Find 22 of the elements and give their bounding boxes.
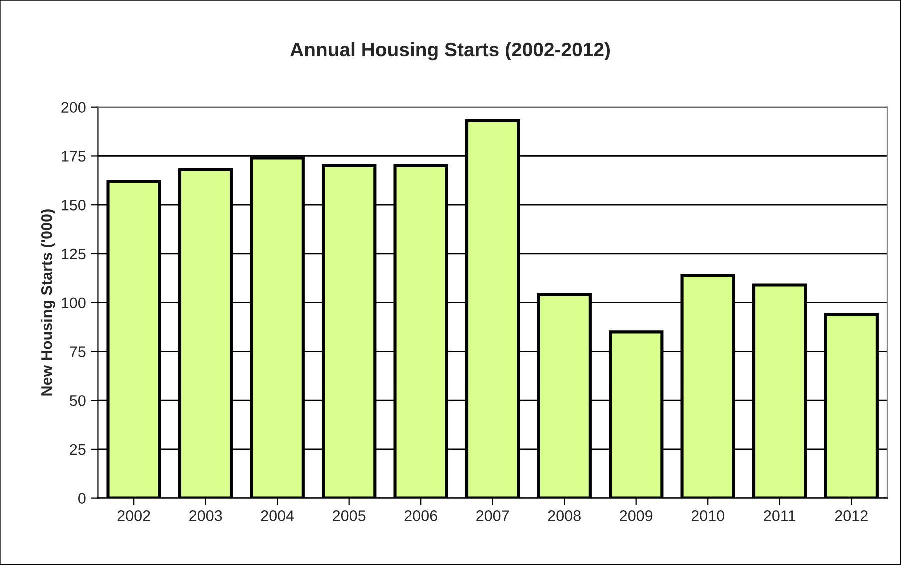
- x-tick-label: 2009: [620, 510, 653, 522]
- y-tick-label: 75: [70, 346, 86, 358]
- y-tick-label: 150: [62, 200, 86, 211]
- y-tick-label: 100: [62, 298, 86, 309]
- x-tick-label: 2002: [118, 510, 150, 522]
- y-axis-title: New Housing Starts ('000): [41, 210, 56, 396]
- y-tick-label: 25: [70, 444, 86, 456]
- y-tick-label: 200: [62, 102, 86, 114]
- x-tick-label: 2005: [333, 510, 366, 522]
- x-tick-label: 2004: [261, 510, 294, 522]
- y-tick-label: 125: [62, 248, 86, 260]
- x-tick-label: 2007: [476, 510, 510, 522]
- chart-title: Annual Housing Starts (2002-2012): [290, 42, 610, 61]
- x-tick-label: 2011: [764, 510, 796, 522]
- x-tick-label: 2006: [404, 510, 438, 522]
- y-tick-label: 50: [70, 395, 86, 406]
- x-tick-label: 2010: [692, 510, 724, 522]
- y-tick-label: 175: [62, 151, 86, 162]
- y-tick-label: 0: [78, 493, 86, 504]
- x-tick-label: 2003: [190, 510, 222, 522]
- x-tick-label: 2008: [548, 510, 581, 522]
- x-tick-label: 2012: [835, 510, 868, 522]
